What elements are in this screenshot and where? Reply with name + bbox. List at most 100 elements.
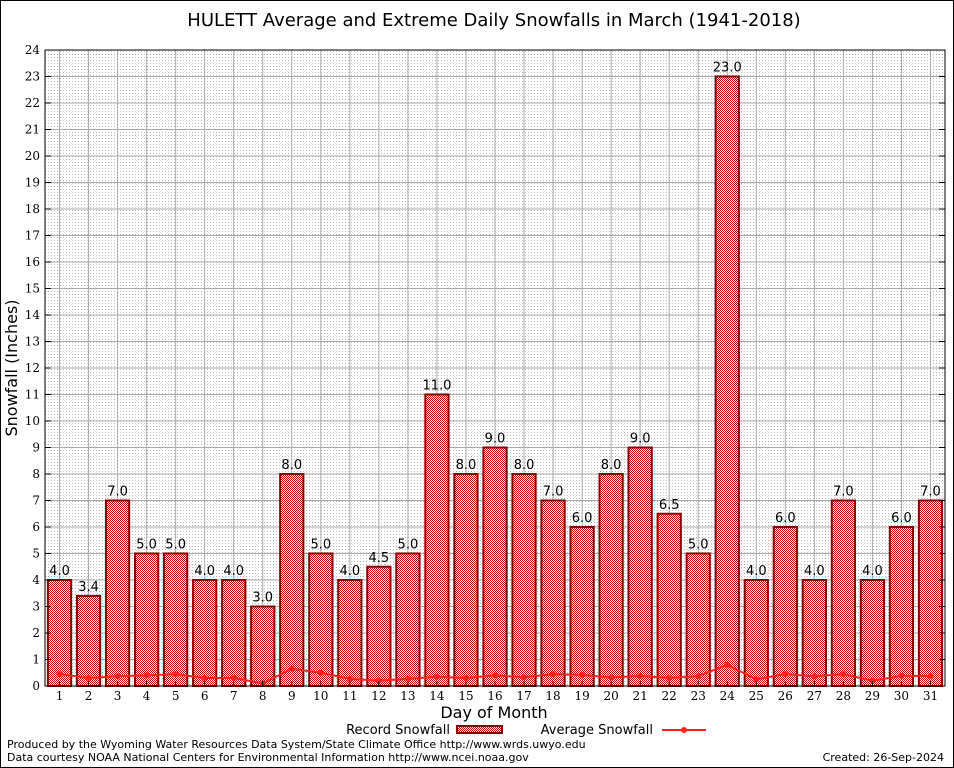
record-bar (598, 473, 624, 687)
x-tick-label: 30 (894, 689, 909, 703)
record-bar (482, 446, 508, 687)
bar-value-label: 5.0 (136, 538, 157, 553)
average-point (317, 669, 324, 676)
bar-value-label: 4.0 (339, 564, 360, 579)
record-bar (743, 579, 769, 687)
x-tick-label: 19 (574, 689, 589, 703)
record-bar (366, 565, 392, 687)
record-bar (569, 526, 595, 687)
bar-value-label: 7.0 (833, 485, 854, 500)
bar-value-label: 5.0 (398, 538, 419, 553)
average-point (579, 671, 586, 678)
average-point (811, 673, 818, 680)
legend-average-label: Average Snowfall (541, 723, 653, 738)
record-bar (511, 473, 537, 687)
x-tick-label: 28 (836, 689, 851, 703)
average-point (840, 671, 847, 678)
average-point (724, 661, 731, 668)
y-tick-label: 22 (25, 96, 40, 110)
legend-record-label: Record Snowfall (346, 723, 450, 738)
average-point (172, 671, 179, 678)
record-bar (75, 594, 102, 688)
x-tick-label: 14 (429, 689, 445, 703)
record-bar (830, 499, 856, 687)
x-tick-label: 2 (85, 689, 93, 703)
average-point (695, 673, 702, 680)
bar-value-label: 5.0 (310, 538, 331, 553)
x-tick-label: 13 (400, 689, 415, 703)
x-tick-label: 23 (691, 689, 706, 703)
average-point (404, 675, 411, 682)
record-bar (772, 526, 798, 687)
bar-value-label: 8.0 (281, 458, 302, 473)
bar-value-label: 9.0 (630, 432, 651, 447)
y-tick-label: 8 (32, 467, 40, 481)
y-tick-label: 20 (25, 149, 40, 163)
y-axis-label: Snowfall (Inches) (2, 299, 21, 436)
bar-value-label: 7.0 (107, 485, 128, 500)
average-point (753, 676, 760, 683)
x-tick-label: 26 (778, 689, 793, 703)
record-bar (453, 473, 479, 687)
x-tick-label: 27 (807, 689, 822, 703)
bar-value-label: 23.0 (713, 61, 742, 76)
y-tick-label: 17 (25, 229, 40, 243)
record-bar (46, 579, 73, 687)
y-tick-label: 0 (32, 679, 40, 693)
x-tick-label: 6 (201, 689, 209, 703)
bar-value-label: 8.0 (514, 458, 535, 473)
y-tick-label: 10 (25, 414, 40, 428)
record-bar (424, 393, 450, 687)
bar-value-label: 4.0 (49, 564, 70, 579)
record-bar (859, 579, 886, 687)
average-point (114, 673, 121, 680)
y-tick-label: 23 (25, 70, 40, 84)
bar-value-label: 4.0 (223, 564, 244, 579)
x-tick-label: 12 (371, 689, 386, 703)
x-tick-label: 31 (923, 689, 938, 703)
record-bar (801, 579, 827, 687)
record-bar (540, 499, 566, 687)
bar-value-label: 4.0 (746, 564, 767, 579)
record-bar (917, 499, 944, 687)
average-point (550, 671, 557, 678)
average-point (375, 677, 382, 684)
x-tick-label: 11 (342, 689, 357, 703)
y-tick-label: 9 (32, 441, 40, 455)
record-bar (134, 552, 160, 687)
y-tick-label: 4 (32, 573, 40, 587)
bar-value-label: 4.0 (862, 564, 883, 579)
x-tick-label: 1 (56, 689, 64, 703)
average-point (782, 671, 789, 678)
bar-value-label: 7.0 (543, 485, 564, 500)
record-bar (279, 473, 305, 687)
bar-value-label: 4.5 (369, 551, 390, 566)
bar-value-label: 4.0 (194, 564, 215, 579)
bar-value-label: 8.0 (456, 458, 477, 473)
bar-value-label: 6.0 (775, 511, 796, 526)
x-tick-label: 17 (516, 689, 531, 703)
bar-value-label: 7.0 (920, 485, 941, 500)
bar-value-label: 3.4 (78, 580, 99, 595)
x-tick-label: 5 (172, 689, 180, 703)
legend-record-swatch (456, 725, 503, 734)
bar-value-label: 6.0 (891, 511, 912, 526)
x-tick-label: 9 (288, 689, 296, 703)
y-tick-label: 13 (25, 335, 40, 349)
bar-value-label: 3.0 (252, 591, 273, 606)
record-bar (163, 552, 189, 687)
y-tick-label: 24 (25, 43, 41, 57)
y-tick-label: 1 (32, 653, 40, 667)
legend: Record Snowfall Average Snowfall (346, 723, 706, 738)
average-point (143, 672, 150, 679)
average-point (201, 675, 208, 682)
y-tick-label: 12 (25, 361, 40, 375)
record-bar (308, 552, 334, 687)
average-point (898, 672, 905, 679)
chart-title: HULETT Average and Extreme Daily Snowfal… (187, 10, 800, 31)
y-tick-label: 7 (32, 494, 40, 508)
average-point (433, 673, 440, 680)
x-tick-label: 24 (720, 689, 736, 703)
x-tick-label: 21 (633, 689, 648, 703)
bar-value-label: 6.0 (572, 511, 593, 526)
